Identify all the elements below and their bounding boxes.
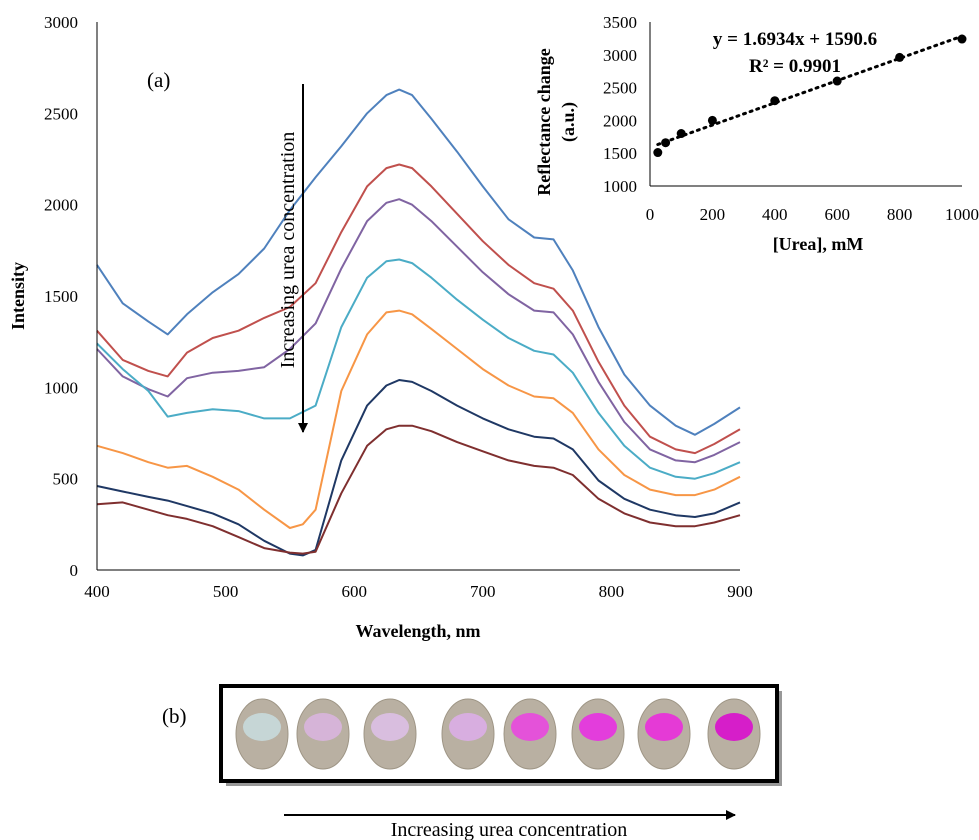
spectrum-line-6 xyxy=(96,379,741,557)
sensor-spot-dye xyxy=(511,713,549,741)
spectra-series-group xyxy=(96,88,741,557)
inset-x-tick-200: 200 xyxy=(700,205,726,224)
spectrum-line-4 xyxy=(96,258,741,480)
main-y-tick-2000: 2000 xyxy=(44,196,78,215)
calibration-point-2 xyxy=(661,138,671,148)
sensor-spot-3 xyxy=(363,698,417,770)
inset-y-tick-1000: 1000 xyxy=(603,177,637,196)
sensor-spot-6 xyxy=(571,698,625,770)
main-x-axis-label: Wavelength, nm xyxy=(355,621,480,641)
main-y-tick-0: 0 xyxy=(70,561,79,580)
inset-y-tick-3000: 3000 xyxy=(603,46,637,65)
regression-r-squared: R² = 0.9901 xyxy=(749,56,841,77)
main-y-tick-3000: 3000 xyxy=(44,13,78,32)
inset-y-axis-label-line2: (a.u.) xyxy=(558,102,579,142)
calibration-point-8 xyxy=(957,34,967,44)
sensor-spot-dye xyxy=(715,713,753,741)
inset-x-tick-1000: 1000 xyxy=(945,205,979,224)
inset-y-axis-label-line1: Reflectance change xyxy=(534,48,554,195)
calibration-inset-chart: 0 200 400 600 800 1000 1000 1500 2000 2500 3000 35… xyxy=(534,13,979,254)
bottom-arrow-label: Increasing urea concentration xyxy=(391,819,628,840)
main-x-tick-400: 400 xyxy=(84,582,110,601)
sensor-spot-dye xyxy=(304,713,342,741)
main-y-axis-label: Intensity xyxy=(8,262,28,330)
calibration-point-4 xyxy=(707,115,717,125)
inset-y-tick-2000: 2000 xyxy=(603,111,637,130)
calibration-point-5 xyxy=(770,96,780,106)
sensor-spot-1 xyxy=(235,698,289,770)
inset-y-tick-1500: 1500 xyxy=(603,144,637,163)
panel-b-label: (b) xyxy=(162,704,187,728)
calibration-point-6 xyxy=(832,76,842,86)
calibration-point-3 xyxy=(676,129,686,139)
main-y-tick-labels: 0 500 1000 1500 2000 2500 3000 xyxy=(44,13,78,580)
sensor-spot-4 xyxy=(441,698,495,770)
sensor-spot-dye xyxy=(449,713,487,741)
main-x-tick-900: 900 xyxy=(727,582,753,601)
spectrum-line-1 xyxy=(96,88,741,436)
spectrum-line-3 xyxy=(96,198,741,464)
sensor-spots-panel: (b) Increasing urea concentration xyxy=(162,684,782,840)
inset-x-tick-400: 400 xyxy=(762,205,788,224)
sensor-spot-7 xyxy=(637,698,691,770)
inset-x-tick-labels: 0 200 400 600 800 1000 xyxy=(646,205,979,224)
inset-x-tick-800: 800 xyxy=(887,205,913,224)
main-y-tick-1500: 1500 xyxy=(44,287,78,306)
inset-y-tick-3500: 3500 xyxy=(603,13,637,32)
spectra-chart: 400 500 600 700 800 900 050010001500200025003… xyxy=(8,13,753,641)
inset-x-axis-label: [Urea], mM xyxy=(773,234,864,254)
calibration-points-group xyxy=(653,34,967,158)
sensor-spot-5 xyxy=(503,698,557,770)
concentration-arrow-label: Increasing urea concentration xyxy=(277,132,299,369)
sensor-spot-dye xyxy=(243,713,281,741)
sensor-spot-2 xyxy=(296,698,350,770)
panel-a-label: (a) xyxy=(147,68,170,92)
spectrum-line-5 xyxy=(96,309,741,529)
calibration-point-1 xyxy=(653,148,663,158)
inset-y-tick-2500: 2500 xyxy=(603,79,637,98)
main-x-tick-600: 600 xyxy=(341,582,367,601)
inset-x-tick-0: 0 xyxy=(646,205,655,224)
main-x-tick-700: 700 xyxy=(470,582,496,601)
main-y-tick-500: 500 xyxy=(53,470,79,489)
sensor-spot-dye xyxy=(579,713,617,741)
regression-equation: y = 1.6934x + 1590.6 xyxy=(713,29,877,50)
main-y-tick-1000: 1000 xyxy=(44,378,78,397)
sensor-spot-dye xyxy=(371,713,409,741)
main-x-tick-labels: 400 500 600 700 800 900 xyxy=(84,582,753,601)
calibration-trendline xyxy=(656,34,964,146)
inset-x-tick-600: 600 xyxy=(824,205,850,224)
spectrum-line-7 xyxy=(96,424,741,555)
main-y-tick-2500: 2500 xyxy=(44,104,78,123)
spectrum-line-2 xyxy=(96,163,741,455)
main-x-tick-800: 800 xyxy=(599,582,625,601)
sensor-spot-dye xyxy=(645,713,683,741)
sensor-spot-8 xyxy=(707,698,761,770)
spots-group xyxy=(235,698,761,770)
calibration-point-7 xyxy=(895,52,905,62)
inset-y-tick-labels: 1000 1500 2000 2500 3000 3500 xyxy=(603,13,637,196)
main-x-tick-500: 500 xyxy=(213,582,239,601)
